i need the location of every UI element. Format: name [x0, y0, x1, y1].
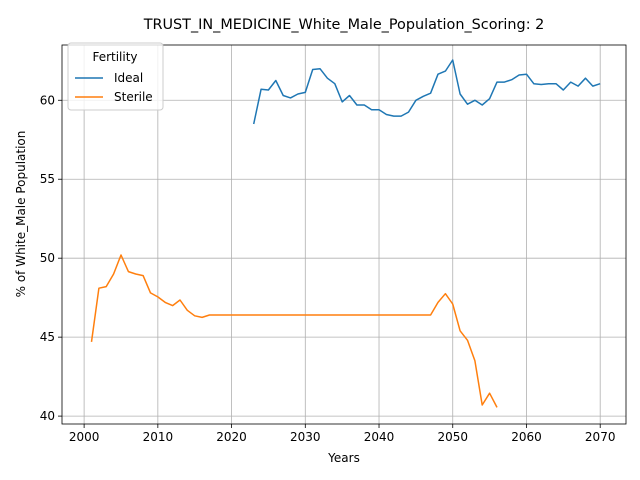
legend-box [67, 42, 164, 111]
y-tick-label: 50 [40, 251, 55, 265]
plot-frame [61, 44, 627, 425]
chart-title: TRUST_IN_MEDICINE_White_Male_Population_… [143, 17, 545, 33]
y-axis-ticks: 40 45 50 55 60 [40, 93, 62, 423]
y-tick-label: 60 [40, 93, 55, 107]
series-line-ideal [252, 59, 601, 125]
x-axis-ticks: 2000 2010 2020 2030 2040 2050 2060 2070 [69, 424, 616, 444]
y-tick-label: 45 [40, 330, 55, 344]
legend-label-ideal: Ideal [114, 71, 143, 85]
legend-title: Fertility [92, 50, 137, 64]
y-axis-label: % of White_Male Population [14, 131, 28, 298]
x-tick-label: 2000 [69, 430, 100, 444]
series-lines [90, 59, 601, 408]
legend: Fertility Ideal Sterile [67, 42, 164, 111]
x-tick-label: 2030 [290, 430, 321, 444]
series-line-sterile [90, 254, 498, 408]
x-tick-label: 2040 [364, 430, 395, 444]
x-tick-label: 2020 [216, 430, 247, 444]
x-tick-label: 2070 [585, 430, 616, 444]
x-axis-label: Years [327, 451, 360, 465]
x-tick-label: 2010 [143, 430, 174, 444]
y-tick-label: 40 [40, 409, 55, 423]
legend-label-sterile: Sterile [114, 90, 153, 104]
y-tick-label: 55 [40, 172, 55, 186]
x-tick-label: 2060 [511, 430, 542, 444]
x-tick-label: 2050 [437, 430, 468, 444]
